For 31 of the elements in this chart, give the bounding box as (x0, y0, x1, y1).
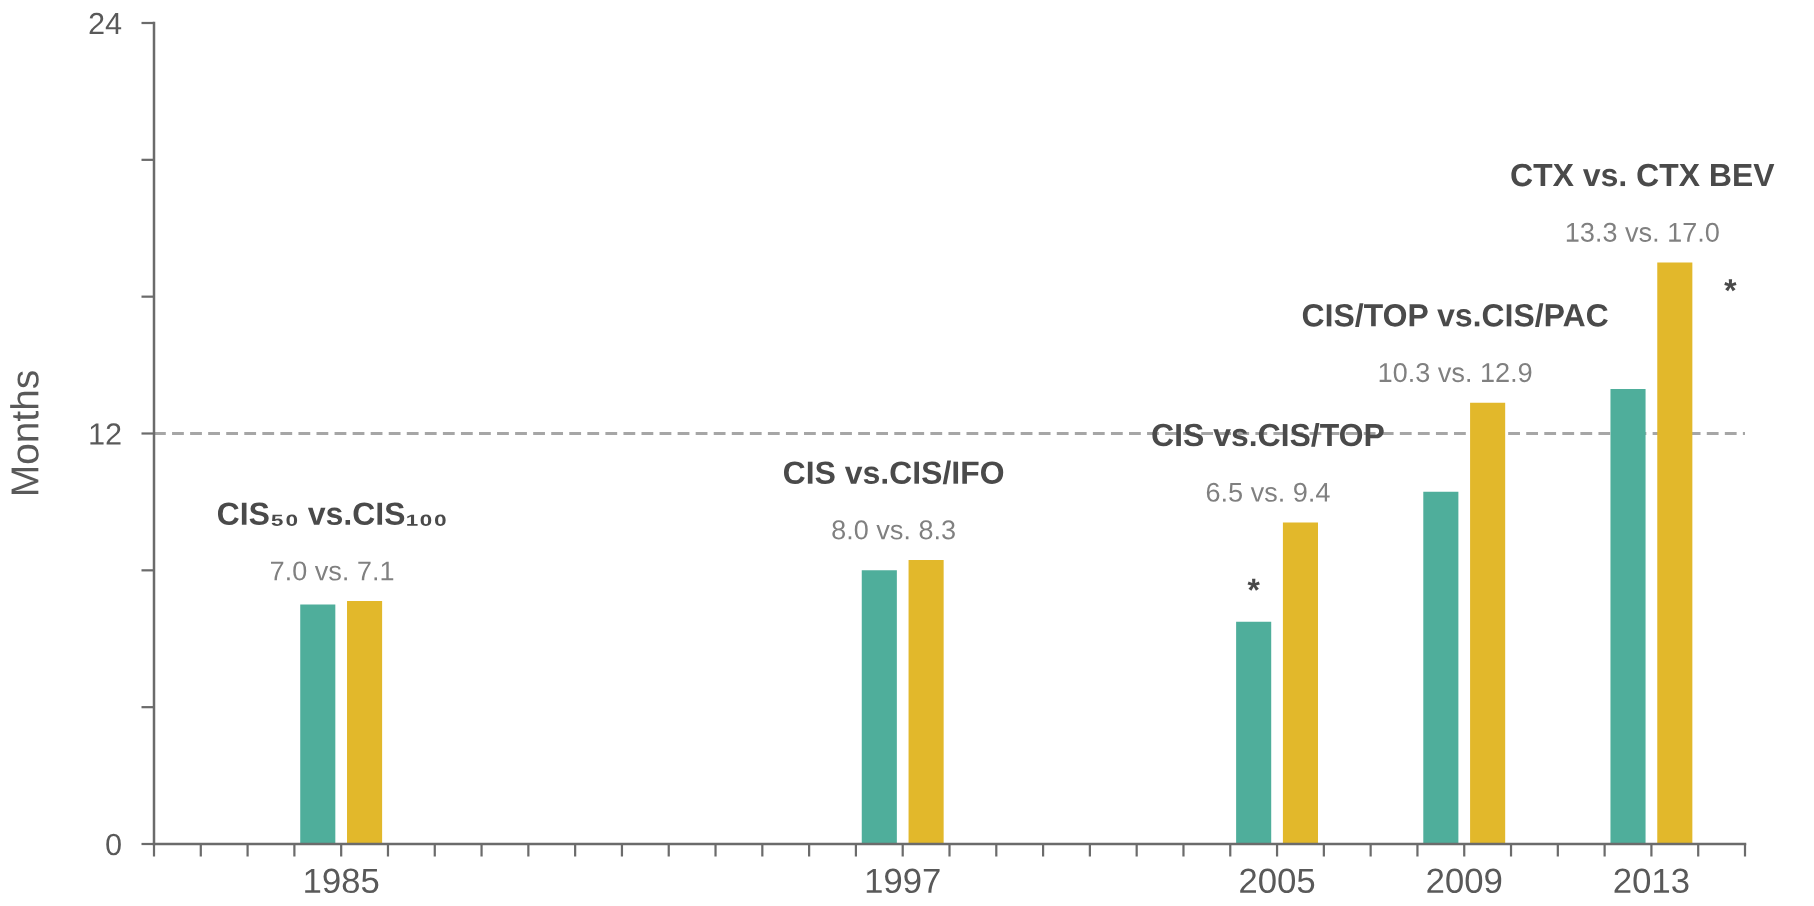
bar (1236, 621, 1272, 844)
x-tick-label: 2013 (1614, 868, 1689, 894)
annotation: 7.0 vs. 7.1 (270, 561, 394, 581)
bar (1423, 491, 1459, 844)
y-tick-label: 24 (89, 12, 122, 35)
bar (861, 570, 897, 844)
bar (1282, 522, 1318, 844)
annotation: CIS₅₀ vs.CIS₁₀₀ (217, 502, 446, 526)
bar (1657, 262, 1693, 844)
x-tick-label: 2009 (1427, 868, 1502, 894)
bar (300, 604, 336, 844)
annotation: 10.3 vs. 12.9 (1379, 362, 1532, 383)
annotation: CIS/TOP vs.CIS/PAC (1302, 303, 1608, 327)
bar (908, 560, 944, 844)
x-tick-label: 1997 (866, 868, 940, 894)
y-axis-title: Months (10, 371, 39, 495)
bar (347, 601, 383, 844)
y-tick-label: 12 (90, 423, 121, 445)
annotation: CIS vs.CIS/TOP (1152, 422, 1384, 447)
annotation: * (1247, 578, 1260, 591)
annotation: 8.0 vs. 8.3 (832, 520, 955, 540)
annotation: CTX vs. CTX BEV (1511, 163, 1775, 187)
bar (1470, 402, 1506, 844)
annotation: * (1724, 279, 1737, 292)
x-tick-label: 2005 (1240, 868, 1315, 894)
x-tick-label: 1985 (305, 868, 379, 894)
bar (1610, 389, 1646, 844)
annotation: CIS vs.CIS/IFO (783, 460, 1004, 485)
annotation: 13.3 vs. 17.0 (1566, 222, 1719, 242)
annotation: 6.5 vs. 9.4 (1206, 482, 1330, 502)
y-tick-label: 0 (106, 833, 121, 856)
